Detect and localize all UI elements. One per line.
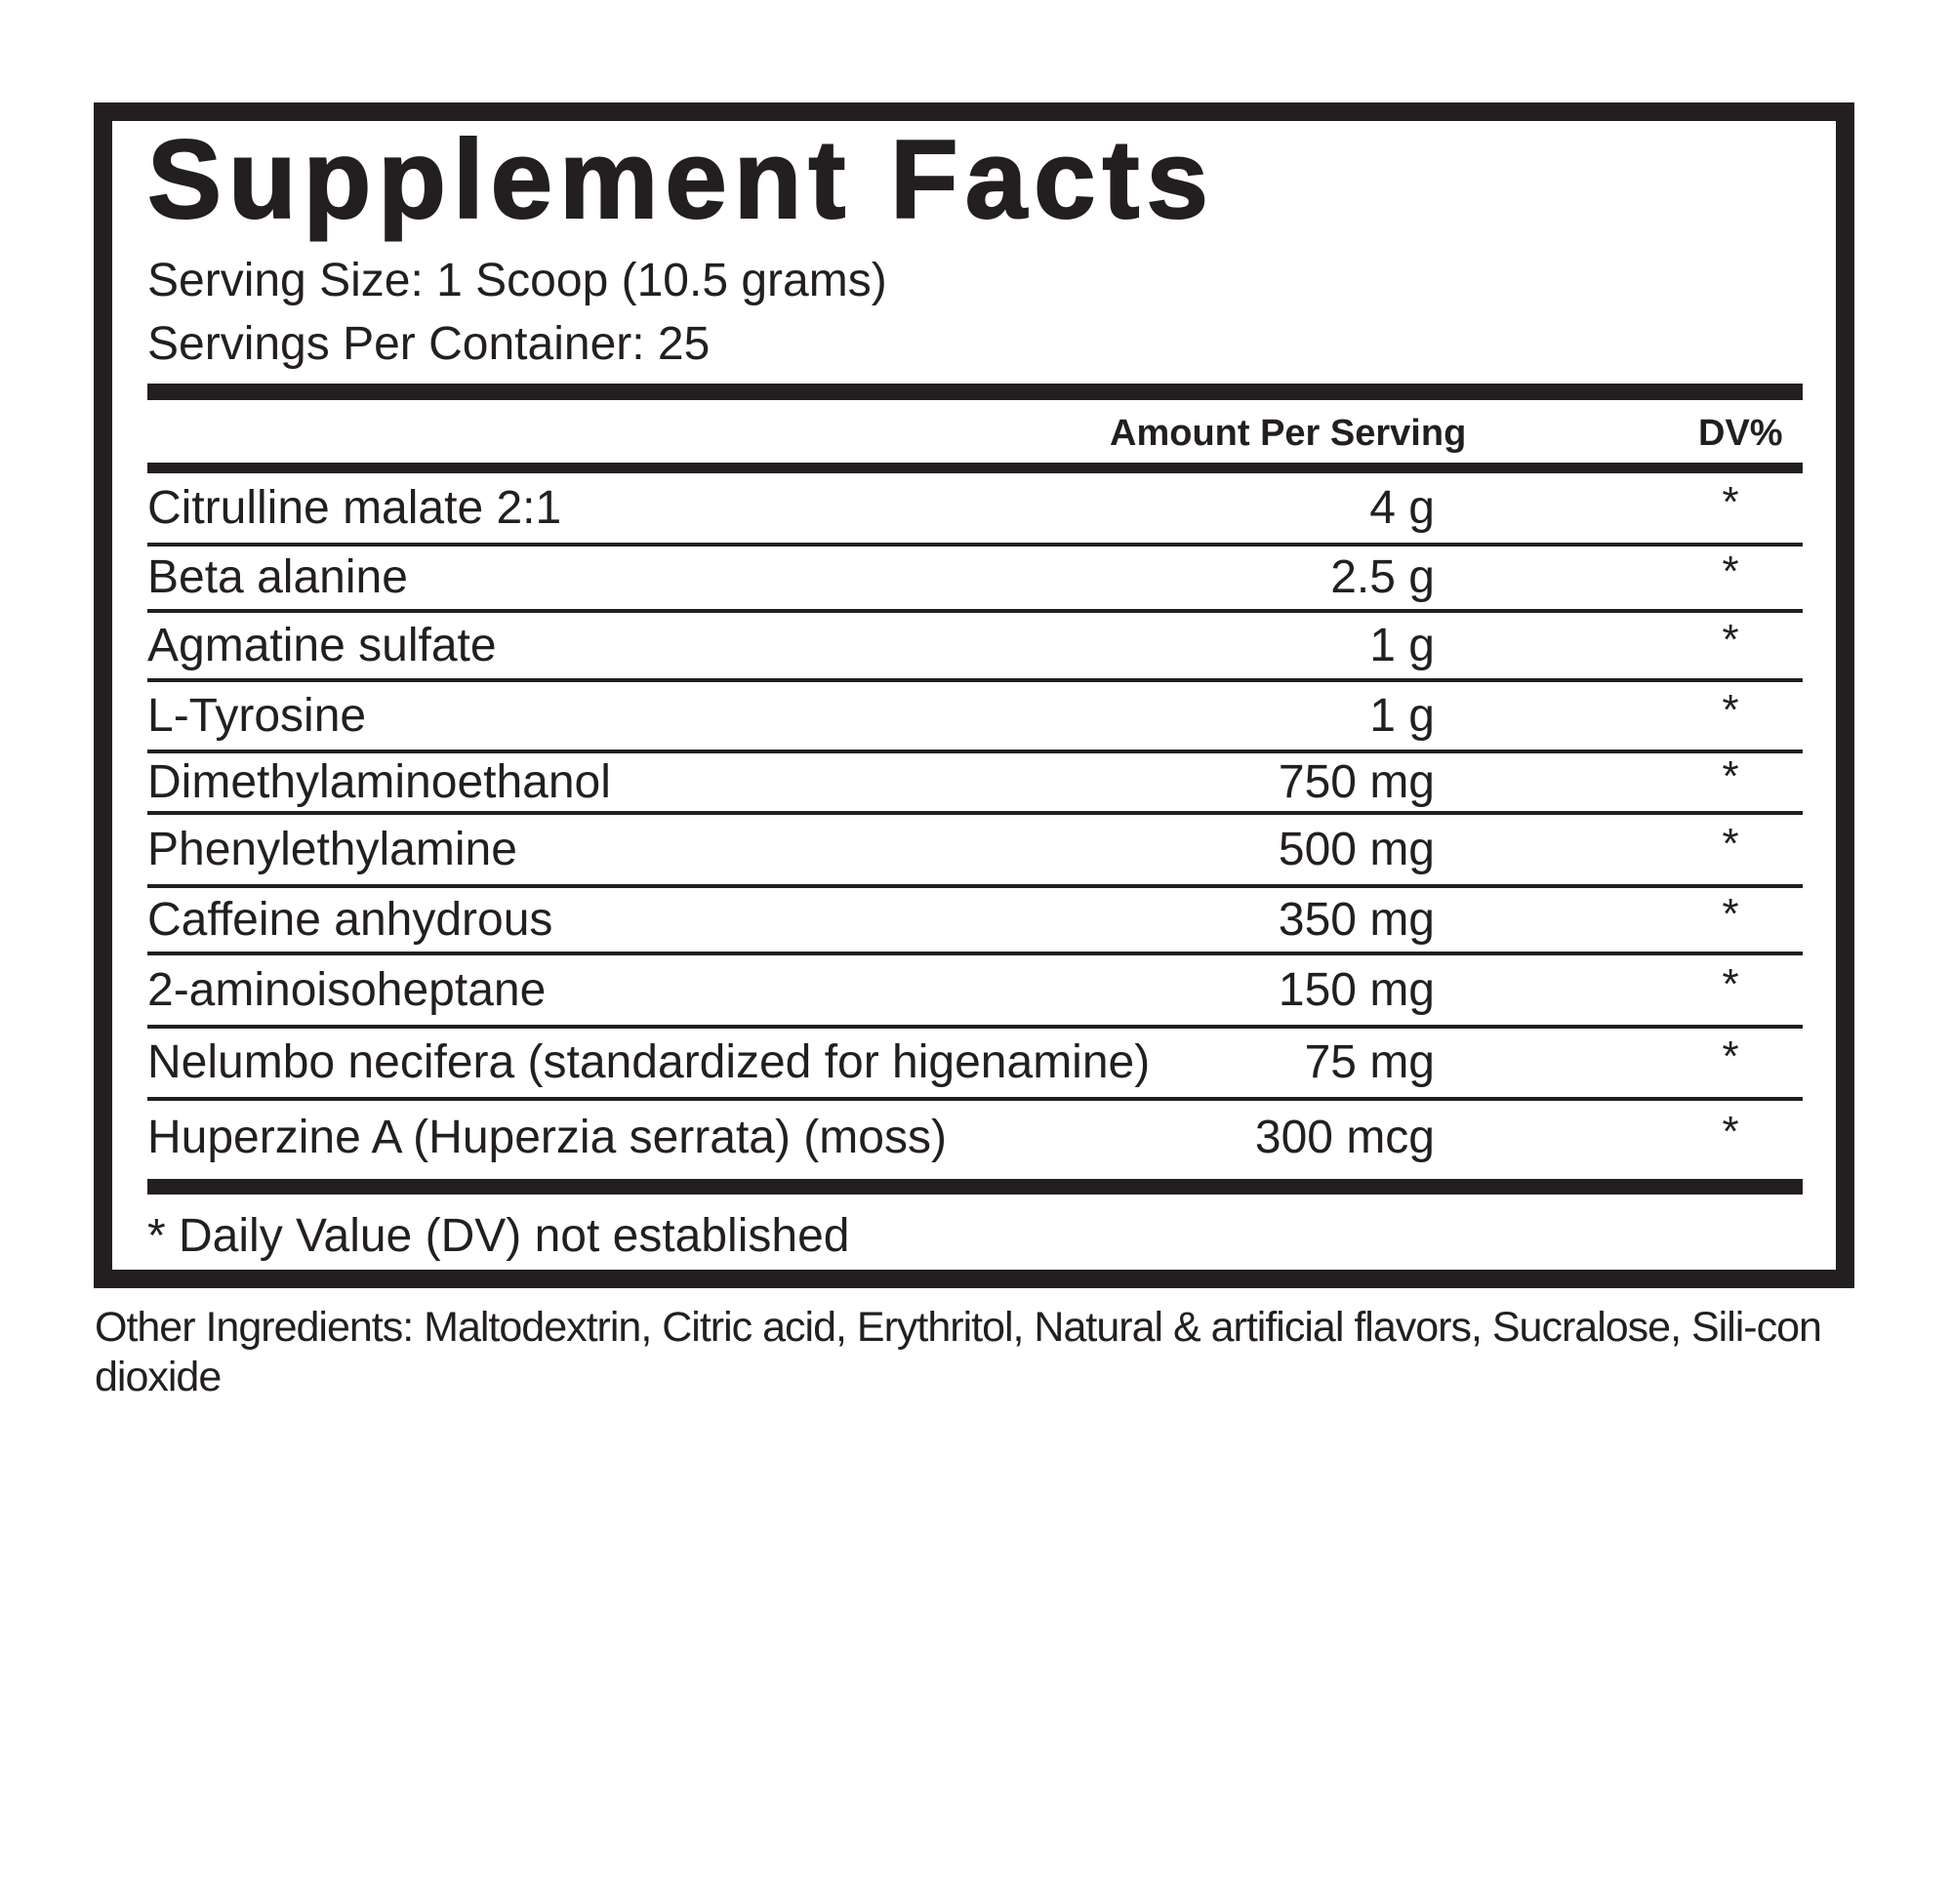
table-row: Dimethylaminoethanol 750 mg * xyxy=(147,753,1803,815)
row-divider xyxy=(147,543,1803,547)
dv-footnote: * Daily Value (DV) not established xyxy=(147,1210,850,1262)
ingredient-amount: 75 mg xyxy=(1304,1036,1435,1088)
ingredient-name: Nelumbo necifera (standardized for higen… xyxy=(147,1036,1151,1088)
row-divider xyxy=(147,1097,1803,1101)
row-divider xyxy=(147,609,1803,613)
ingredient-amount: 2.5 g xyxy=(1330,551,1435,603)
table-row: Huperzine A (Huperzia serrata) (moss) 300… xyxy=(147,1101,1803,1179)
table-row: Phenylethylamine 500 mg * xyxy=(147,815,1803,888)
dv-header: DV% xyxy=(1698,413,1783,454)
ingredient-name: Phenylethylamine xyxy=(147,824,517,875)
amount-per-serving-header: Amount Per Serving xyxy=(1110,413,1467,454)
row-divider xyxy=(147,811,1803,815)
ingredient-dv: * xyxy=(1722,752,1739,800)
ingredient-amount: 300 mcg xyxy=(1254,1112,1435,1163)
servings-per-container: Servings Per Container: 25 xyxy=(147,318,711,370)
ingredient-name: Agmatine sulfate xyxy=(147,620,497,671)
row-divider xyxy=(147,749,1803,753)
thick-divider-top xyxy=(147,384,1803,400)
other-ingredients: Other Ingredients: Maltodextrin, Citric … xyxy=(95,1304,1822,1400)
row-divider xyxy=(147,884,1803,888)
ingredient-dv: * xyxy=(1722,820,1739,868)
ingredient-dv: * xyxy=(1722,478,1739,526)
ingredient-dv: * xyxy=(1722,616,1739,664)
ingredient-name: Huperzine A (Huperzia serrata) (moss) xyxy=(147,1112,947,1163)
ingredient-dv: * xyxy=(1722,890,1739,938)
table-row: 2-aminoisoheptane 150 mg * xyxy=(147,955,1803,1029)
table-row: Caffeine anhydrous 350 mg * xyxy=(147,888,1803,955)
panel-title: Supplement Facts xyxy=(146,118,1215,242)
ingredient-name: L-Tyrosine xyxy=(147,690,367,742)
ingredient-name: Beta alanine xyxy=(147,551,408,603)
table-row: Agmatine sulfate 1 g * xyxy=(147,613,1803,682)
thick-divider-bottom xyxy=(147,1179,1803,1195)
ingredient-name: Citrulline malate 2:1 xyxy=(147,482,562,534)
ingredient-amount: 750 mg xyxy=(1278,756,1435,808)
row-divider xyxy=(147,1025,1803,1029)
ingredient-dv: * xyxy=(1722,547,1739,595)
supplement-facts-panel xyxy=(94,102,1854,1288)
ingredient-amount: 1 g xyxy=(1369,620,1435,671)
ingredient-amount: 500 mg xyxy=(1278,824,1435,875)
table-row: Citrulline malate 2:1 4 g * xyxy=(147,473,1803,547)
ingredient-dv: * xyxy=(1722,1108,1739,1155)
header-divider xyxy=(147,463,1803,473)
ingredient-name: Caffeine anhydrous xyxy=(147,894,553,946)
ingredient-amount: 1 g xyxy=(1369,690,1435,742)
serving-size: Serving Size: 1 Scoop (10.5 grams) xyxy=(147,255,887,306)
table-row: Beta alanine 2.5 g * xyxy=(147,547,1803,613)
ingredient-name: Dimethylaminoethanol xyxy=(147,756,611,808)
ingredient-amount: 4 g xyxy=(1369,482,1435,534)
ingredient-amount: 150 mg xyxy=(1278,964,1435,1016)
ingredient-dv: * xyxy=(1722,1033,1739,1080)
table-row: L-Tyrosine 1 g * xyxy=(147,682,1803,753)
ingredient-dv: * xyxy=(1722,960,1739,1008)
ingredient-dv: * xyxy=(1722,686,1739,734)
ingredient-name: 2-aminoisoheptane xyxy=(147,964,547,1016)
table-row: Nelumbo necifera (standardized for higen… xyxy=(147,1029,1803,1101)
ingredient-amount: 350 mg xyxy=(1278,894,1435,946)
row-divider xyxy=(147,952,1803,955)
row-divider xyxy=(147,678,1803,682)
